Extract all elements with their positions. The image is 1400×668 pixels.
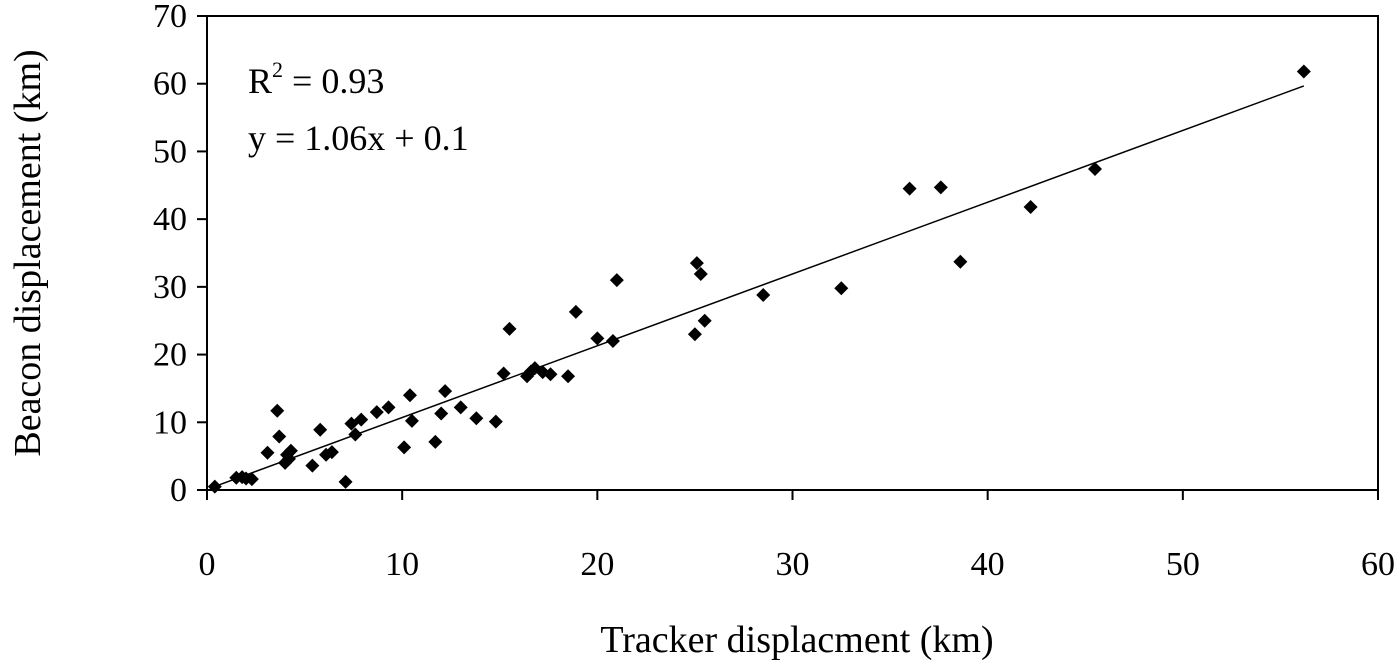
data-point	[354, 412, 369, 427]
data-point	[338, 474, 353, 489]
y-tick-label: 50	[153, 133, 187, 170]
y-tick-label: 20	[153, 337, 187, 374]
data-point	[260, 445, 275, 460]
data-point	[697, 313, 712, 328]
data-point	[270, 403, 285, 418]
data-point	[496, 366, 511, 381]
data-point	[404, 413, 419, 428]
data-point	[568, 304, 583, 319]
y-tick-label: 40	[153, 201, 187, 238]
x-tick-label: 60	[1361, 546, 1395, 583]
data-point	[693, 266, 708, 281]
y-tick-label: 30	[153, 269, 187, 306]
r-squared-annotation: R2 = 0.93	[248, 57, 384, 101]
data-point	[434, 406, 449, 421]
data-point	[543, 367, 558, 382]
y-tick-label: 0	[170, 472, 187, 509]
data-point	[756, 287, 771, 302]
x-tick-label: 50	[1166, 546, 1200, 583]
data-point	[502, 321, 517, 336]
data-point	[305, 458, 320, 473]
data-point	[244, 472, 259, 487]
data-point	[438, 384, 453, 399]
y-tick-label: 60	[153, 66, 187, 103]
data-point	[283, 443, 298, 458]
data-point	[313, 422, 328, 437]
r-squared-superscript: 2	[272, 57, 283, 82]
x-tick-label: 30	[776, 546, 810, 583]
data-point	[428, 434, 443, 449]
data-point	[902, 181, 917, 196]
data-point	[590, 331, 605, 346]
data-point	[397, 440, 412, 455]
plot-area	[206, 15, 1379, 491]
data-point	[324, 445, 339, 460]
data-point	[953, 254, 968, 269]
y-tick-label: 10	[153, 404, 187, 441]
data-point	[348, 427, 363, 442]
data-point	[605, 334, 620, 349]
data-point	[381, 400, 396, 415]
x-axis-ticks: 0 10 20 30 40 50 60	[199, 490, 1395, 583]
x-tick-label: 40	[971, 546, 1005, 583]
data-point	[687, 327, 702, 342]
data-point	[609, 273, 624, 288]
y-tick-label: 70	[153, 0, 187, 35]
data-point	[933, 180, 948, 195]
data-point	[561, 369, 576, 384]
x-axis-title: Tracker displacment (km)	[600, 619, 993, 661]
data-point	[1023, 199, 1038, 214]
data-point	[469, 411, 484, 426]
x-tick-label: 10	[385, 546, 419, 583]
data-point	[834, 281, 849, 296]
x-tick-label: 20	[580, 546, 614, 583]
data-points	[207, 64, 1311, 494]
data-point	[488, 414, 503, 429]
data-point	[1296, 64, 1311, 79]
r-squared-value: = 0.93	[283, 61, 384, 101]
data-point	[402, 388, 417, 403]
x-tick-label: 0	[199, 546, 216, 583]
data-point	[1088, 162, 1103, 177]
data-point	[207, 479, 222, 494]
y-axis-title: Beacon displacement (km)	[7, 49, 49, 456]
data-point	[272, 429, 287, 444]
equation-annotation: y = 1.06x + 0.1	[248, 118, 469, 158]
trendline	[212, 85, 1305, 488]
data-point	[369, 405, 384, 420]
data-point	[453, 400, 468, 415]
r-squared-prefix: R	[248, 61, 272, 101]
data-point	[689, 256, 704, 271]
y-axis-ticks: 0 10 20 30 40 50 60 70	[153, 0, 207, 509]
